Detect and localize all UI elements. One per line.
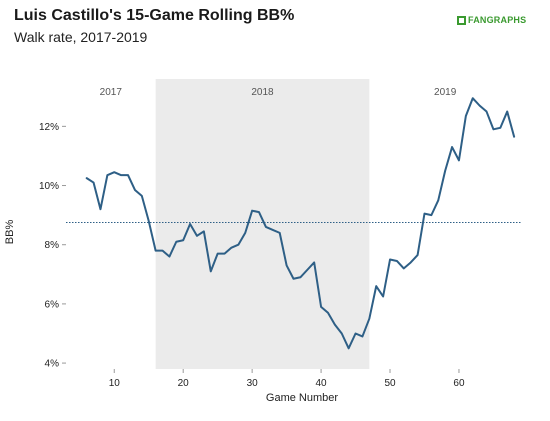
data-point — [222, 251, 227, 256]
data-point — [132, 187, 137, 192]
data-point — [153, 248, 158, 253]
data-point — [263, 224, 268, 229]
data-point — [401, 266, 406, 271]
data-point — [367, 316, 372, 321]
y-tick-label: 8% — [45, 240, 60, 251]
data-point — [456, 158, 461, 163]
data-point — [181, 238, 186, 243]
data-point — [243, 230, 248, 235]
data-point — [463, 113, 468, 118]
series-line-0 — [85, 97, 516, 350]
data-point — [325, 310, 330, 315]
data-point — [422, 211, 427, 216]
x-tick-label: 50 — [384, 378, 396, 389]
data-point — [188, 222, 193, 227]
data-point — [257, 210, 262, 215]
data-point — [126, 173, 131, 178]
y-tick-label: 6% — [45, 299, 60, 310]
data-point — [236, 242, 241, 247]
data-point — [319, 304, 324, 309]
data-point — [339, 331, 344, 336]
data-point — [277, 230, 282, 235]
data-point — [360, 334, 365, 339]
data-point — [284, 263, 289, 268]
x-tick-label: 30 — [247, 378, 259, 389]
x-tick-label: 60 — [453, 378, 465, 389]
y-axis-label: BB% — [4, 220, 16, 245]
fangraphs-logo-text: FANGRAPHS — [468, 15, 527, 25]
data-point — [112, 170, 117, 175]
series-group — [84, 96, 517, 351]
data-point — [346, 346, 351, 351]
data-point — [305, 267, 310, 272]
data-point — [229, 245, 234, 250]
data-point — [160, 248, 165, 253]
data-point — [312, 260, 317, 265]
data-point — [388, 257, 393, 262]
data-point — [250, 208, 255, 213]
y-tick-label: 10% — [39, 181, 59, 192]
data-point — [470, 96, 475, 101]
data-point — [146, 219, 151, 224]
data-point — [270, 227, 275, 232]
data-point — [298, 275, 303, 280]
data-point — [291, 276, 296, 281]
season-label-2018: 2018 — [251, 87, 274, 98]
data-point — [498, 125, 503, 130]
data-point — [215, 251, 220, 256]
data-point — [505, 109, 510, 114]
x-axis-label: Game Number — [266, 392, 338, 404]
data-point — [119, 173, 124, 178]
data-point — [353, 331, 358, 336]
data-point — [429, 213, 434, 218]
x-tick-label: 10 — [109, 378, 121, 389]
season-regions: 2017 2018 2019 — [100, 79, 457, 369]
data-point — [436, 198, 441, 203]
data-point — [167, 254, 172, 259]
data-point — [450, 145, 455, 150]
fangraphs-logo-icon — [457, 15, 466, 25]
data-point — [332, 322, 337, 327]
data-point — [443, 168, 448, 173]
y-tick-label: 4% — [45, 359, 60, 370]
data-point — [374, 284, 379, 289]
chart-title: Luis Castillo's 15-Game Rolling BB% — [14, 7, 295, 24]
y-axis-ticks: 4% 6% 8% 10% 12% — [39, 122, 66, 370]
season-label-2017: 2017 — [100, 87, 123, 98]
data-point — [174, 239, 179, 244]
chart-subtitle: Walk rate, 2017-2019 — [14, 29, 148, 45]
data-point — [512, 134, 517, 139]
data-point — [98, 207, 103, 212]
x-axis-ticks: 10 20 30 40 50 60 — [109, 369, 465, 389]
data-point — [408, 260, 413, 265]
data-point — [208, 269, 213, 274]
data-point — [194, 233, 199, 238]
data-point — [381, 294, 386, 299]
data-point — [477, 103, 482, 108]
data-point — [394, 258, 399, 263]
data-point — [491, 127, 496, 132]
data-point — [84, 176, 89, 181]
season-label-2019: 2019 — [434, 87, 457, 98]
x-tick-label: 20 — [178, 378, 190, 389]
x-tick-label: 40 — [316, 378, 328, 389]
y-tick-label: 12% — [39, 122, 59, 133]
fangraphs-logo: FANGRAPHS — [457, 15, 526, 25]
data-point — [484, 109, 489, 114]
data-point — [91, 180, 96, 185]
data-point — [415, 253, 420, 258]
data-point — [201, 229, 206, 234]
data-point — [139, 193, 144, 198]
data-point — [105, 173, 110, 178]
